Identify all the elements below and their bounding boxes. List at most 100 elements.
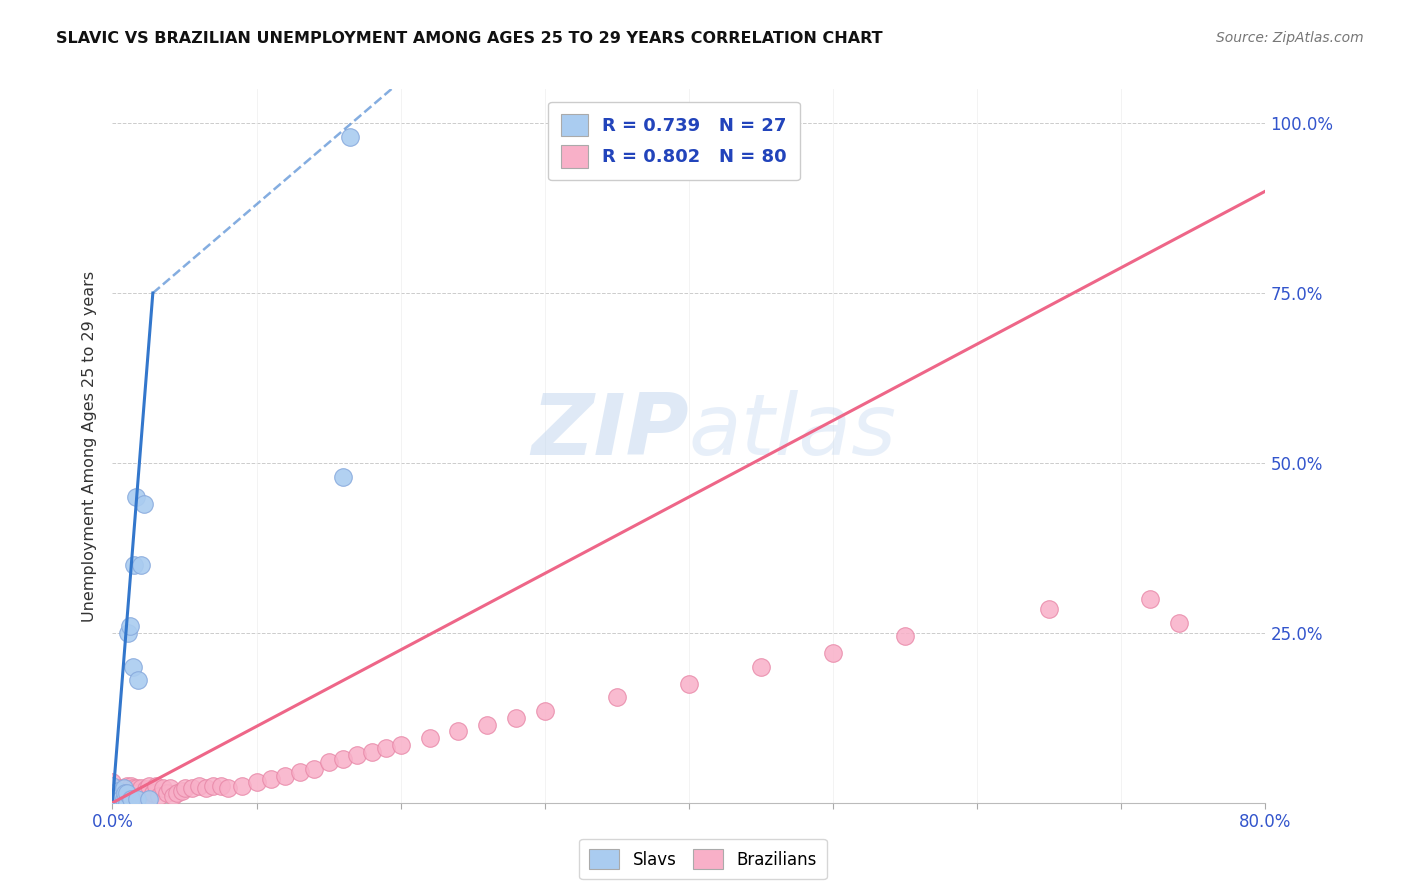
Text: SLAVIC VS BRAZILIAN UNEMPLOYMENT AMONG AGES 25 TO 29 YEARS CORRELATION CHART: SLAVIC VS BRAZILIAN UNEMPLOYMENT AMONG A… <box>56 31 883 46</box>
Point <box>122 558 145 572</box>
Point <box>318 755 340 769</box>
Point <box>107 796 129 810</box>
Point <box>121 660 143 674</box>
Point <box>101 792 124 806</box>
Point <box>101 782 124 797</box>
Point <box>142 786 165 800</box>
Point <box>894 629 917 643</box>
Point <box>101 786 124 800</box>
Point <box>110 792 132 806</box>
Point <box>749 660 772 674</box>
Point <box>332 469 354 483</box>
Point <box>134 497 156 511</box>
Point <box>110 792 132 806</box>
Point <box>127 673 149 688</box>
Legend: Slavs, Brazilians: Slavs, Brazilians <box>579 838 827 880</box>
Point <box>145 779 167 793</box>
Point <box>114 786 136 800</box>
Point <box>304 762 326 776</box>
Point <box>118 619 141 633</box>
Point <box>274 769 297 783</box>
Point <box>120 779 142 793</box>
Point <box>505 711 527 725</box>
Point <box>101 796 124 810</box>
Point <box>115 796 138 810</box>
Point <box>111 783 134 797</box>
Point <box>217 780 239 795</box>
Point <box>173 780 195 795</box>
Point <box>125 780 148 795</box>
Point <box>245 775 267 789</box>
Point <box>606 690 628 705</box>
Text: Source: ZipAtlas.com: Source: ZipAtlas.com <box>1216 31 1364 45</box>
Point <box>120 786 142 800</box>
Point <box>209 779 232 793</box>
Point <box>135 782 157 797</box>
Point <box>159 780 181 795</box>
Point <box>127 786 149 800</box>
Point <box>138 792 160 806</box>
Point <box>101 779 124 793</box>
Point <box>117 792 139 806</box>
Point <box>107 783 129 797</box>
Point <box>389 738 412 752</box>
Point <box>101 775 124 789</box>
Point <box>112 786 135 800</box>
Text: ZIP: ZIP <box>531 390 689 474</box>
Point <box>101 786 124 800</box>
Point <box>118 789 141 803</box>
Point <box>332 751 354 765</box>
Point <box>101 796 124 810</box>
Point <box>156 786 179 800</box>
Point <box>288 765 311 780</box>
Point <box>101 792 124 806</box>
Point <box>138 792 160 806</box>
Point <box>108 792 131 806</box>
Point <box>170 783 193 797</box>
Point <box>111 792 134 806</box>
Point <box>115 792 138 806</box>
Text: atlas: atlas <box>689 390 897 474</box>
Point <box>105 782 128 797</box>
Point <box>107 792 129 806</box>
Legend: R = 0.739   N = 27, R = 0.802   N = 80: R = 0.739 N = 27, R = 0.802 N = 80 <box>548 102 800 180</box>
Point <box>108 780 131 795</box>
Point <box>195 780 218 795</box>
Point <box>166 786 188 800</box>
Point <box>122 792 145 806</box>
Point <box>110 786 132 800</box>
Point <box>105 792 128 806</box>
Point <box>1038 602 1060 616</box>
Point <box>117 626 139 640</box>
Point <box>111 796 134 810</box>
Point <box>1167 615 1189 630</box>
Point <box>112 780 135 795</box>
Point <box>112 792 135 806</box>
Point <box>124 490 146 504</box>
Point <box>533 704 555 718</box>
Point <box>152 780 174 795</box>
Point <box>148 789 170 803</box>
Point <box>180 780 202 795</box>
Point <box>138 779 160 793</box>
Point <box>114 792 136 806</box>
Point <box>202 779 225 793</box>
Point <box>821 646 844 660</box>
Point <box>115 779 138 793</box>
Point <box>346 748 368 763</box>
Point <box>134 790 156 805</box>
Point <box>124 783 146 797</box>
Point <box>419 731 441 746</box>
Point <box>101 789 124 803</box>
Point <box>115 789 138 803</box>
Point <box>260 772 283 786</box>
Point <box>115 786 138 800</box>
Point <box>162 789 184 803</box>
Point <box>108 789 131 803</box>
Point <box>112 792 135 806</box>
Point <box>475 717 498 731</box>
Point <box>114 788 136 802</box>
Point <box>125 792 148 806</box>
Point <box>447 724 470 739</box>
Point <box>129 780 153 795</box>
